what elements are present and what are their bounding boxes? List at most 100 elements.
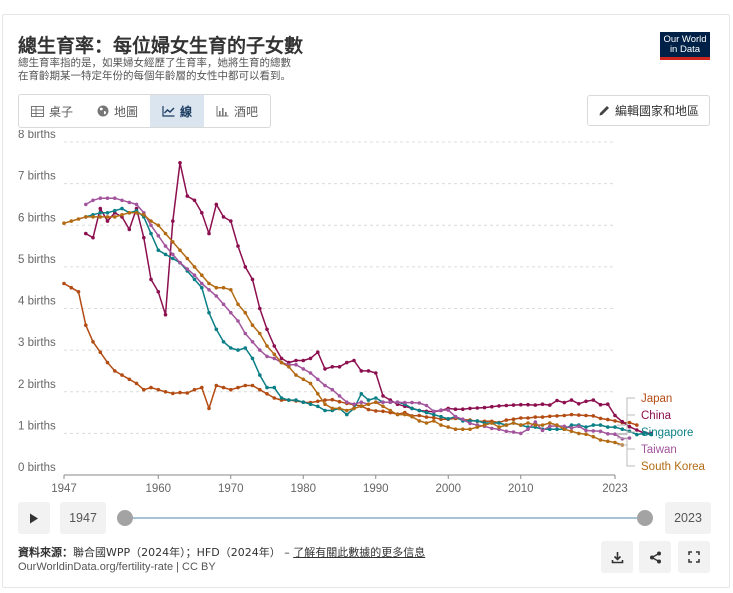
data-point-china: [584, 399, 588, 404]
series-label-japan[interactable]: Japan: [641, 393, 672, 405]
data-point-south-korea: [265, 344, 269, 348]
data-point-taiwan: [352, 402, 356, 407]
data-point-south-korea: [113, 215, 117, 219]
data-point-china: [635, 428, 639, 432]
edit-countries-button[interactable]: 編輯國家和地區: [587, 95, 710, 126]
bar-chart-icon: [216, 105, 229, 116]
data-point-singapore: [417, 408, 422, 413]
data-point-china: [142, 235, 146, 240]
data-point-south-korea: [91, 215, 95, 219]
label-connector: [617, 437, 635, 450]
data-point-south-korea: [519, 423, 523, 427]
tab-line[interactable]: 線: [150, 95, 205, 127]
tab-map[interactable]: 地圖: [85, 95, 150, 127]
source-url[interactable]: OurWorldinData.org/fertility-rate | CC B…: [18, 561, 216, 573]
data-point-taiwan: [584, 428, 588, 433]
data-point-singapore: [200, 285, 204, 290]
data-point-south-korea: [214, 285, 219, 290]
data-point-singapore: [250, 356, 255, 361]
data-point-china: [163, 312, 168, 317]
data-point-taiwan: [511, 430, 516, 434]
data-point-singapore: [105, 211, 110, 215]
data-point-taiwan: [548, 424, 552, 429]
data-point-singapore: [366, 398, 371, 402]
data-point-china: [149, 277, 153, 282]
timeline-end-handle[interactable]: [637, 510, 653, 526]
timeline-start-handle[interactable]: [117, 510, 133, 526]
owid-logo[interactable]: Our World in Data: [660, 32, 710, 60]
timeline-end-year[interactable]: 2023: [665, 502, 711, 534]
data-point-singapore: [468, 419, 472, 423]
data-point-china: [243, 265, 248, 269]
subtitle-line-2: 在育齡期某一特定年份的每個年齡層的女性中都可以看到。: [18, 70, 291, 82]
data-point-taiwan: [330, 387, 335, 392]
share-button[interactable]: [639, 541, 671, 573]
source-text: 聯合國WPP（2024年）；HFD（2024年）: [73, 546, 281, 559]
fullscreen-button[interactable]: [678, 541, 710, 573]
data-point-taiwan: [591, 429, 596, 433]
data-point-japan: [250, 383, 255, 388]
data-point-south-korea: [84, 215, 88, 219]
data-point-japan: [265, 392, 269, 396]
series-label-south-korea[interactable]: South Korea: [641, 461, 706, 473]
series-label-china[interactable]: China: [641, 410, 672, 422]
data-point-china: [613, 413, 617, 418]
data-point-china: [84, 231, 88, 236]
label-connector: [617, 431, 635, 436]
data-point-south-korea: [250, 323, 255, 327]
data-point-singapore: [236, 348, 240, 352]
data-point-china: [178, 161, 182, 165]
tab-bar[interactable]: 酒吧: [204, 95, 270, 127]
data-point-taiwan: [163, 244, 168, 248]
timeline-start-year[interactable]: 1947: [60, 502, 106, 534]
data-point-china: [555, 398, 559, 403]
data-point-china: [279, 356, 284, 361]
data-point-china: [250, 277, 255, 282]
series-label-singapore[interactable]: Singapore: [641, 427, 693, 439]
source-line: 資料來源：聯合國WPP（2024年）；HFD（2024年） – 了解有關此數據的…: [18, 544, 425, 560]
data-point-china: [475, 406, 480, 410]
data-point-singapore: [229, 346, 233, 350]
play-button[interactable]: [18, 502, 50, 534]
data-point-taiwan: [265, 354, 269, 359]
fullscreen-icon: [688, 551, 700, 563]
series-china: [84, 161, 654, 436]
data-point-japan: [91, 340, 95, 344]
data-point-singapore: [98, 211, 103, 215]
y-tick-label: 1 births: [18, 420, 56, 432]
data-point-taiwan: [323, 383, 327, 388]
data-point-singapore: [294, 398, 298, 402]
data-point-south-korea: [504, 423, 509, 427]
data-point-china: [229, 219, 233, 223]
data-point-japan: [540, 415, 545, 419]
data-point-taiwan: [236, 319, 240, 323]
series-label-taiwan[interactable]: Taiwan: [641, 444, 677, 456]
timeline-track[interactable]: [126, 517, 646, 519]
data-point-china: [265, 327, 269, 332]
data-point-taiwan: [606, 432, 610, 436]
data-point-china: [171, 219, 175, 223]
data-point-singapore: [635, 432, 639, 437]
data-point-taiwan: [272, 356, 277, 361]
data-point-japan: [562, 413, 567, 418]
data-point-taiwan: [134, 202, 139, 207]
x-tick-label: 1970: [218, 483, 244, 495]
data-point-taiwan: [294, 362, 298, 367]
data-point-south-korea: [337, 406, 342, 411]
source-link[interactable]: 了解有關此數據的更多信息: [293, 546, 426, 559]
data-point-south-korea: [352, 406, 356, 411]
data-point-china: [497, 404, 501, 408]
data-point-taiwan: [577, 424, 581, 429]
data-point-china: [627, 424, 632, 429]
data-point-taiwan: [403, 400, 407, 405]
download-button[interactable]: [601, 541, 633, 573]
x-tick-label: 2000: [435, 483, 461, 495]
data-point-south-korea: [598, 438, 603, 442]
data-point-singapore: [497, 421, 501, 425]
data-point-south-korea: [185, 256, 190, 261]
data-point-china: [490, 404, 494, 409]
data-point-japan: [381, 409, 385, 414]
data-point-japan: [504, 418, 509, 422]
data-point-taiwan: [192, 273, 197, 277]
tab-table[interactable]: 桌子: [19, 95, 85, 127]
